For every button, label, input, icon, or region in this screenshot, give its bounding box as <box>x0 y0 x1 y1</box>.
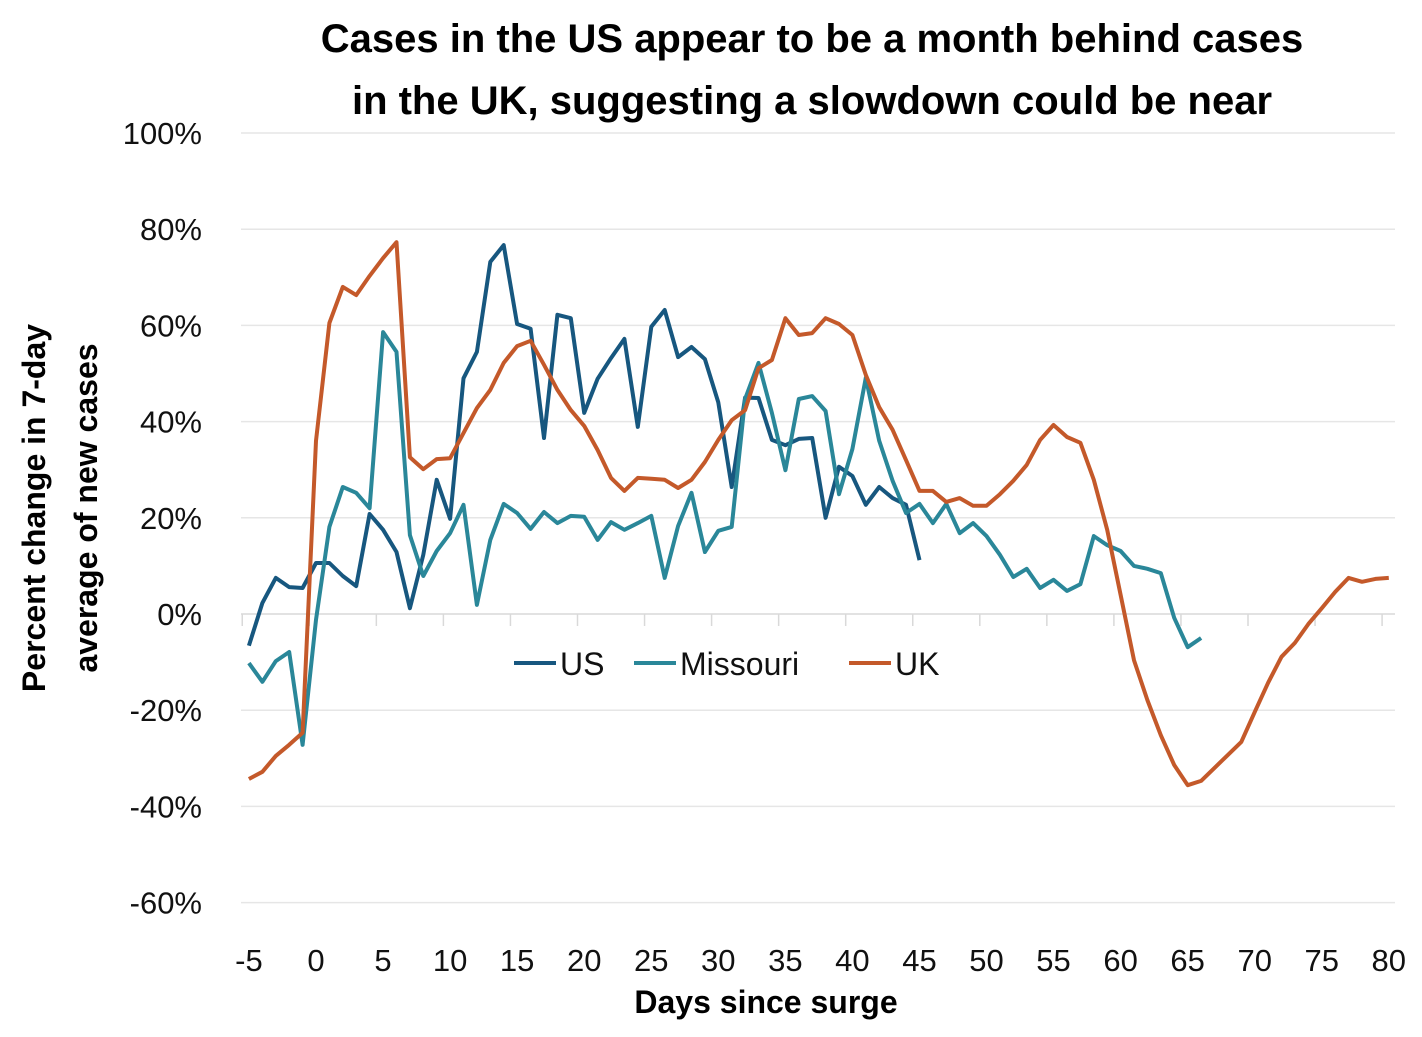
x-tick-label: 80 <box>1372 943 1406 978</box>
y-tick-label: 80% <box>140 212 202 247</box>
legend-item-us: US <box>514 646 604 682</box>
y-tick-label: 100% <box>123 116 202 151</box>
legend-label: US <box>560 646 604 682</box>
x-tick-label: 45 <box>902 943 936 978</box>
y-axis-label-line-1: Percent change in 7-day <box>16 324 52 692</box>
legend-item-missouri: Missouri <box>634 646 799 682</box>
legend-label: UK <box>895 646 939 682</box>
legend-item-uk: UK <box>849 646 939 682</box>
y-tick-label: -40% <box>130 789 202 824</box>
legend-label: Missouri <box>680 646 799 682</box>
chart-title-line-1: Cases in the US appear to be a month beh… <box>321 17 1303 61</box>
x-tick-label: 40 <box>835 943 869 978</box>
y-tick-label: 0% <box>157 597 202 632</box>
gridlines <box>241 132 1395 904</box>
x-tick-label: 75 <box>1305 943 1339 978</box>
x-tick-label: 35 <box>768 943 802 978</box>
x-tick-label: 65 <box>1170 943 1204 978</box>
x-tick-label: 55 <box>1036 943 1070 978</box>
x-tick-label: 20 <box>567 943 601 978</box>
x-tick-label: 25 <box>634 943 668 978</box>
x-tick-label: -5 <box>235 943 263 978</box>
y-tick-label: 60% <box>140 308 202 343</box>
chart-title-line-2: in the UK, suggesting a slowdown could b… <box>352 79 1272 123</box>
x-axis-label: Days since surge <box>634 984 897 1020</box>
series-lines <box>246 240 1389 788</box>
series-line-uk <box>247 240 1389 788</box>
y-axis-label-line-2: average of new cases <box>68 343 104 672</box>
y-tick-label: -20% <box>130 693 202 728</box>
x-tick-label: 15 <box>500 943 534 978</box>
x-tick-label: 5 <box>374 943 391 978</box>
x-axis-tick-labels: -5 0 5 10 15 20 25 30 35 40 45 50 55 60 65 70 75 80 <box>235 943 1406 978</box>
legend: US Missouri UK <box>514 646 939 682</box>
x-tick-label: 0 <box>307 943 324 978</box>
y-tick-label: 40% <box>140 405 202 440</box>
series-line-us <box>246 243 922 647</box>
x-tick-label: 60 <box>1103 943 1137 978</box>
x-tick-label: 70 <box>1237 943 1271 978</box>
x-tick-label: 50 <box>969 943 1003 978</box>
y-axis-tick-labels: 100% 80% 60% 40% 20% 0% -20% -40% -60% <box>123 116 202 921</box>
series-line-missouri <box>247 330 1203 747</box>
y-tick-label: 20% <box>140 501 202 536</box>
y-axis-label: Percent change in 7-day average of new c… <box>16 324 104 692</box>
y-tick-label: -60% <box>130 886 202 921</box>
x-tick-label: 30 <box>701 943 735 978</box>
x-tick-label: 10 <box>433 943 467 978</box>
